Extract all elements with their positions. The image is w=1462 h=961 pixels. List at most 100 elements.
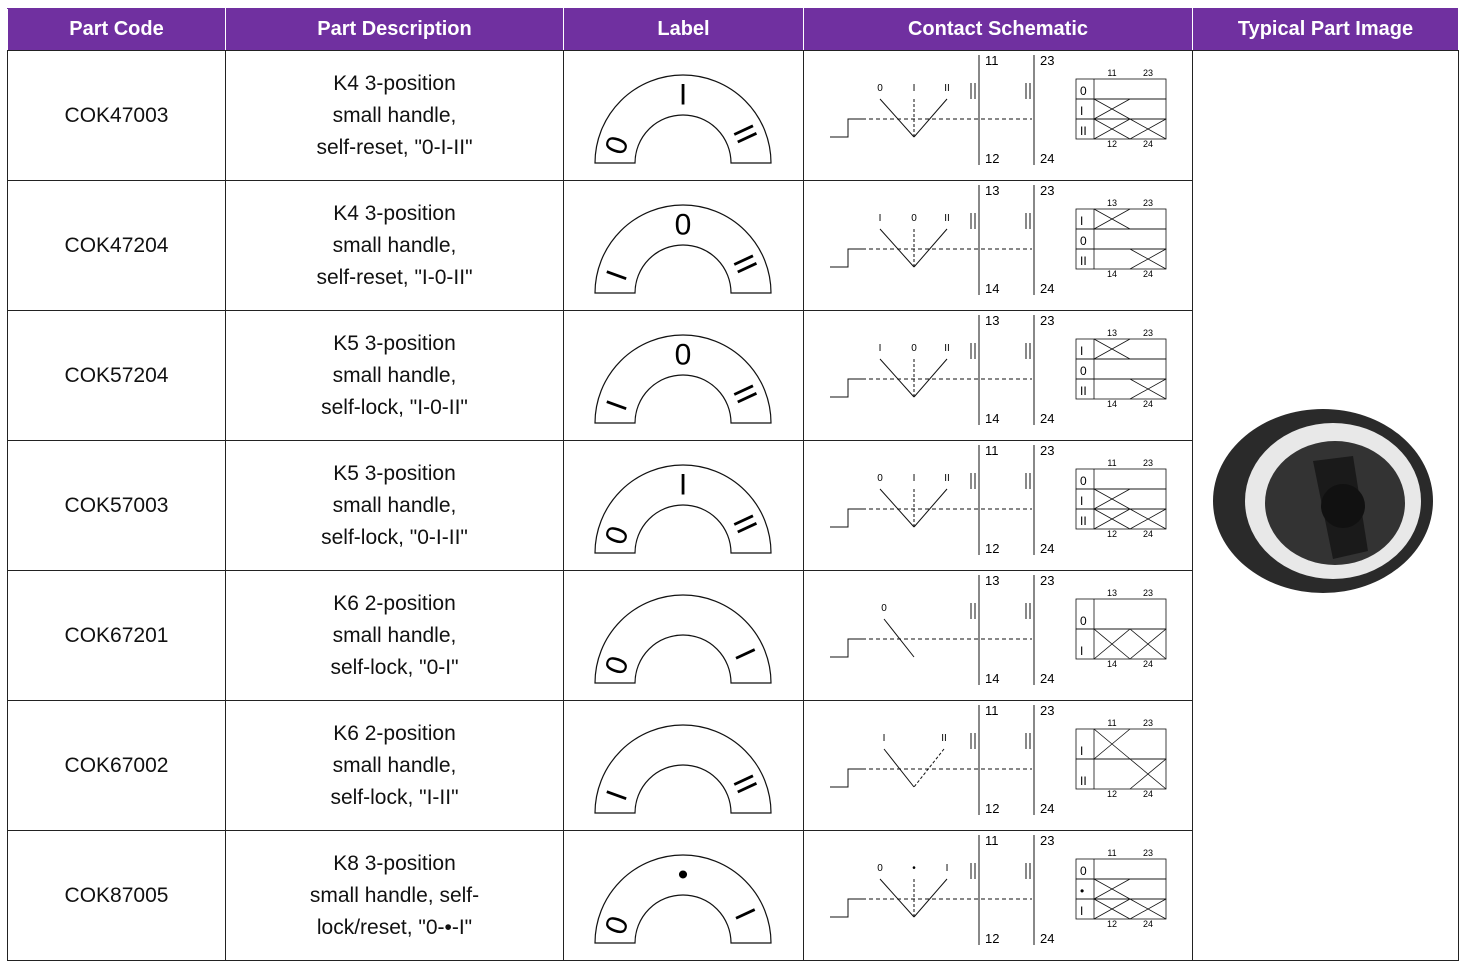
table-terminal: 24 — [1143, 399, 1153, 409]
table-terminal: 12 — [1107, 919, 1117, 929]
part-image — [1213, 408, 1433, 593]
label-dial: I 0 II — [594, 334, 772, 424]
dial-outline — [594, 464, 772, 554]
contact-mark — [970, 863, 976, 879]
position-line — [913, 358, 948, 398]
table-terminal: 23 — [1143, 198, 1153, 208]
description-line: K8 3-position — [333, 851, 456, 875]
terminal-label: 14 — [985, 671, 999, 686]
table-terminal: 13 — [1107, 198, 1117, 208]
table-terminal: 24 — [1143, 659, 1153, 669]
table-terminal: 11 — [1107, 68, 1116, 78]
description-line: K6 2-position — [333, 721, 456, 745]
terminal-label: 12 — [985, 541, 999, 556]
truth-row-label: 0 — [1080, 474, 1087, 488]
terminal-label: 23 — [1040, 573, 1054, 588]
dial-symbol: 0 — [599, 912, 636, 939]
part-description: K8 3-position small handle, self-lock/res… — [225, 830, 564, 961]
truth-row-label: I — [1080, 904, 1083, 918]
contact-closed — [1093, 98, 1131, 120]
part-code: COK67002 — [7, 700, 226, 831]
terminal-label: 23 — [1040, 53, 1054, 68]
terminal-label: 23 — [1040, 183, 1054, 198]
contact-closed — [1093, 728, 1131, 760]
position-label: II — [944, 473, 950, 484]
table-terminal: 24 — [1143, 919, 1153, 929]
position-label: 0 — [877, 83, 883, 94]
header-cell: Typical Part Image — [1192, 8, 1459, 51]
contact-closed — [1129, 118, 1167, 140]
schematic-cell: 0 13 14 23 24 13 23 14 24 0 I — [803, 570, 1193, 701]
truth-row — [1075, 338, 1167, 360]
schematic-cell: 0 I II 11 12 23 24 11 23 12 24 0 I II — [803, 50, 1193, 181]
truth-row — [1075, 248, 1167, 270]
dial-symbol: II — [726, 250, 763, 279]
table-terminal: 24 — [1143, 139, 1153, 149]
description-line: self-reset, "0-I-II" — [316, 135, 473, 159]
contact-mark — [1025, 863, 1031, 879]
dial-symbol: 0 — [599, 132, 636, 159]
description-line: lock/reset, "0-•-I" — [316, 915, 473, 939]
contact-closed — [1093, 118, 1131, 140]
position-label: 0 — [877, 473, 883, 484]
header-cell: Part Code — [7, 8, 226, 51]
truth-row — [1075, 118, 1167, 140]
dial-symbol: 0 — [675, 339, 692, 372]
truth-row-label: I — [1080, 494, 1083, 508]
description-line: self-lock, "0-I" — [330, 655, 459, 679]
dial-symbol: II — [726, 120, 763, 149]
position-label: II — [944, 213, 950, 224]
dial-symbol: I — [728, 644, 761, 666]
contact-closed — [1093, 488, 1131, 510]
truth-row — [1075, 628, 1167, 660]
label-dial: 0 • I — [594, 854, 772, 944]
dial-outline — [594, 594, 772, 684]
description-line: small handle, — [332, 233, 457, 257]
terminal-label: 11 — [985, 443, 999, 458]
truth-row — [1075, 728, 1167, 760]
terminal-label: 11 — [985, 703, 999, 718]
truth-row — [1075, 878, 1167, 900]
position-label: • — [912, 863, 916, 874]
schematic-cell: I 0 II 13 14 23 24 13 23 14 24 I 0 II — [803, 310, 1193, 441]
knob-cap — [1321, 483, 1365, 528]
terminal-label: 23 — [1040, 833, 1054, 848]
table-terminal: 12 — [1107, 789, 1117, 799]
terminal-label: 12 — [985, 801, 999, 816]
position-label: I — [946, 863, 949, 874]
terminal-label: 24 — [1040, 541, 1054, 556]
table-row: COK67002 K6 2-position small handle, self-l… — [7, 700, 1459, 831]
truth-row — [1075, 208, 1167, 230]
truth-row-label: I — [1080, 214, 1083, 228]
truth-row-label: I — [1080, 644, 1083, 658]
contact-schematic: 0 • I 11 12 23 24 11 23 12 24 0 • I — [830, 833, 1167, 946]
truth-row — [1075, 468, 1167, 490]
header-cell: Part Description — [225, 8, 564, 51]
dial-outline — [594, 74, 772, 164]
label-cell: I II — [563, 700, 804, 831]
table-terminal: 23 — [1143, 848, 1153, 858]
truth-row — [1075, 488, 1167, 510]
table-terminal: 23 — [1143, 458, 1153, 468]
dial-symbol: II — [726, 380, 763, 409]
table-body: COK47003 K4 3-position small handle, self-r… — [7, 50, 1459, 961]
position-label: II — [944, 83, 950, 94]
contact-closed — [1093, 898, 1131, 920]
truth-row-label: II — [1080, 514, 1087, 528]
description-line: self-lock, "I-II" — [330, 785, 459, 809]
description-line: small handle, — [332, 493, 457, 517]
truth-row — [1075, 98, 1167, 120]
truth-row-label: 0 — [1080, 864, 1087, 878]
table-terminal: 24 — [1143, 789, 1153, 799]
header-row: Part Code Part Description Label Contact Sc… — [7, 8, 1459, 51]
contact-mark — [970, 213, 976, 229]
table-terminal: 11 — [1107, 848, 1116, 858]
schematic-cell: I II 11 12 23 24 11 23 12 24 I II — [803, 700, 1193, 831]
page: Part Code Part Description Label Contact Sc… — [7, 8, 1459, 961]
dial-symbol: II — [726, 510, 763, 539]
part-code: COK67201 — [7, 570, 226, 701]
contact-mark — [1025, 603, 1031, 619]
